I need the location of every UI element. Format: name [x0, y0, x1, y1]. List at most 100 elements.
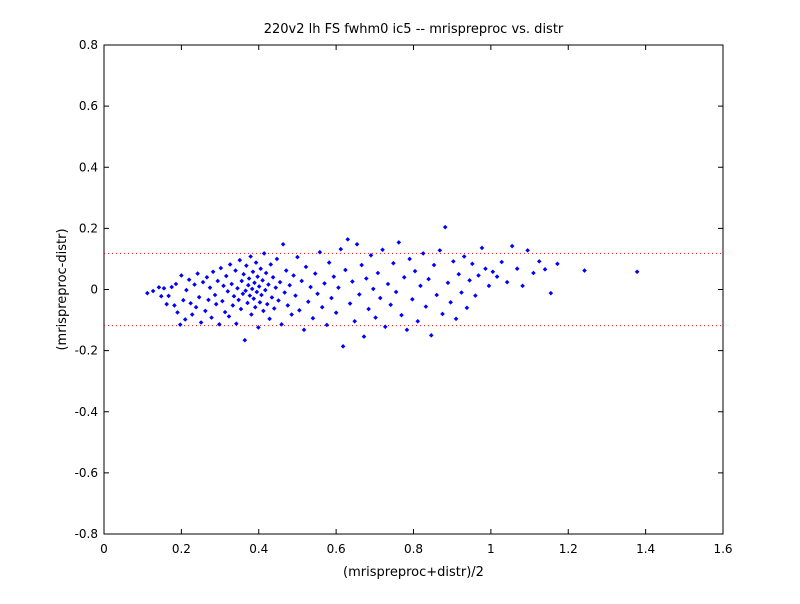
data-point	[173, 281, 179, 287]
data-point	[260, 278, 265, 283]
data-point	[227, 262, 233, 267]
data-point	[268, 262, 274, 267]
x-tick-label: 0.2	[172, 542, 191, 556]
data-point	[305, 299, 311, 305]
data-point	[293, 293, 298, 298]
data-point	[426, 276, 431, 282]
x-tick-label: 1.4	[636, 542, 655, 556]
data-point	[494, 274, 500, 279]
data-point	[207, 285, 213, 290]
data-point	[253, 260, 259, 265]
data-point	[410, 296, 415, 302]
data-point	[189, 312, 195, 317]
data-point	[456, 271, 462, 277]
data-point	[231, 293, 237, 299]
data-point	[370, 286, 376, 292]
data-point	[145, 290, 150, 296]
data-point	[308, 284, 313, 290]
data-point	[373, 315, 378, 320]
data-point	[350, 279, 355, 284]
data-point	[200, 279, 206, 285]
data-point	[555, 261, 560, 267]
data-point	[297, 307, 302, 313]
data-point	[256, 284, 262, 289]
data-point	[445, 280, 451, 286]
data-point	[271, 306, 277, 311]
data-point	[210, 269, 216, 275]
data-point	[388, 302, 393, 308]
data-point	[204, 274, 210, 280]
data-point	[329, 295, 334, 301]
data-point	[182, 317, 188, 322]
data-point	[499, 259, 505, 265]
data-point	[259, 292, 264, 298]
data-point	[258, 266, 263, 272]
data-point	[188, 300, 193, 306]
data-point	[393, 289, 399, 295]
data-point	[245, 300, 250, 306]
data-point	[343, 267, 348, 273]
data-point	[407, 256, 412, 262]
data-point	[184, 287, 189, 293]
data-point	[531, 270, 536, 276]
data-point	[434, 292, 440, 298]
data-point	[276, 298, 281, 303]
data-point	[310, 315, 316, 321]
data-point	[280, 241, 286, 247]
x-tick-label: 0	[100, 542, 108, 556]
data-point	[193, 304, 199, 310]
data-point	[241, 271, 246, 277]
data-point	[461, 254, 467, 259]
data-point	[209, 315, 214, 320]
data-point	[226, 314, 232, 319]
data-point	[401, 274, 407, 280]
data-point	[382, 324, 388, 330]
data-point	[247, 293, 253, 298]
data-point	[299, 278, 304, 284]
data-point	[186, 277, 192, 283]
data-point	[256, 325, 261, 330]
data-point	[582, 268, 587, 273]
data-point	[203, 308, 208, 314]
x-tick-label: 0.4	[249, 542, 268, 556]
data-point	[399, 312, 404, 318]
y-tick-label: -0.6	[75, 466, 98, 480]
data-point	[437, 248, 443, 253]
data-point	[196, 294, 202, 300]
data-point	[295, 254, 300, 260]
data-point	[509, 243, 515, 249]
y-tick-label: 0	[90, 283, 98, 297]
data-point	[270, 274, 276, 280]
data-point	[289, 312, 294, 317]
data-point	[404, 327, 410, 333]
y-tick-label: 0.4	[79, 160, 98, 174]
data-point	[490, 269, 496, 275]
data-point	[236, 297, 241, 303]
data-point	[248, 254, 253, 259]
data-point	[504, 279, 510, 285]
data-point	[418, 283, 423, 289]
data-point	[476, 273, 481, 278]
data-point	[238, 306, 244, 312]
data-point	[175, 310, 180, 315]
data-point	[431, 262, 437, 268]
data-point	[312, 271, 318, 276]
data-point	[169, 284, 175, 290]
data-point	[470, 261, 475, 267]
data-point	[536, 259, 542, 264]
data-point	[333, 310, 339, 316]
data-point	[166, 293, 171, 299]
data-point	[354, 241, 360, 247]
data-point	[267, 316, 272, 322]
data-point	[230, 303, 236, 308]
data-point	[326, 260, 332, 265]
data-point	[520, 283, 525, 289]
data-point	[324, 322, 330, 328]
data-point	[246, 276, 252, 281]
data-point	[237, 257, 243, 263]
x-tick-label: 1.6	[713, 542, 732, 556]
data-point	[255, 274, 260, 279]
data-point	[249, 286, 255, 292]
data-point	[347, 301, 353, 306]
data-point	[254, 289, 260, 295]
